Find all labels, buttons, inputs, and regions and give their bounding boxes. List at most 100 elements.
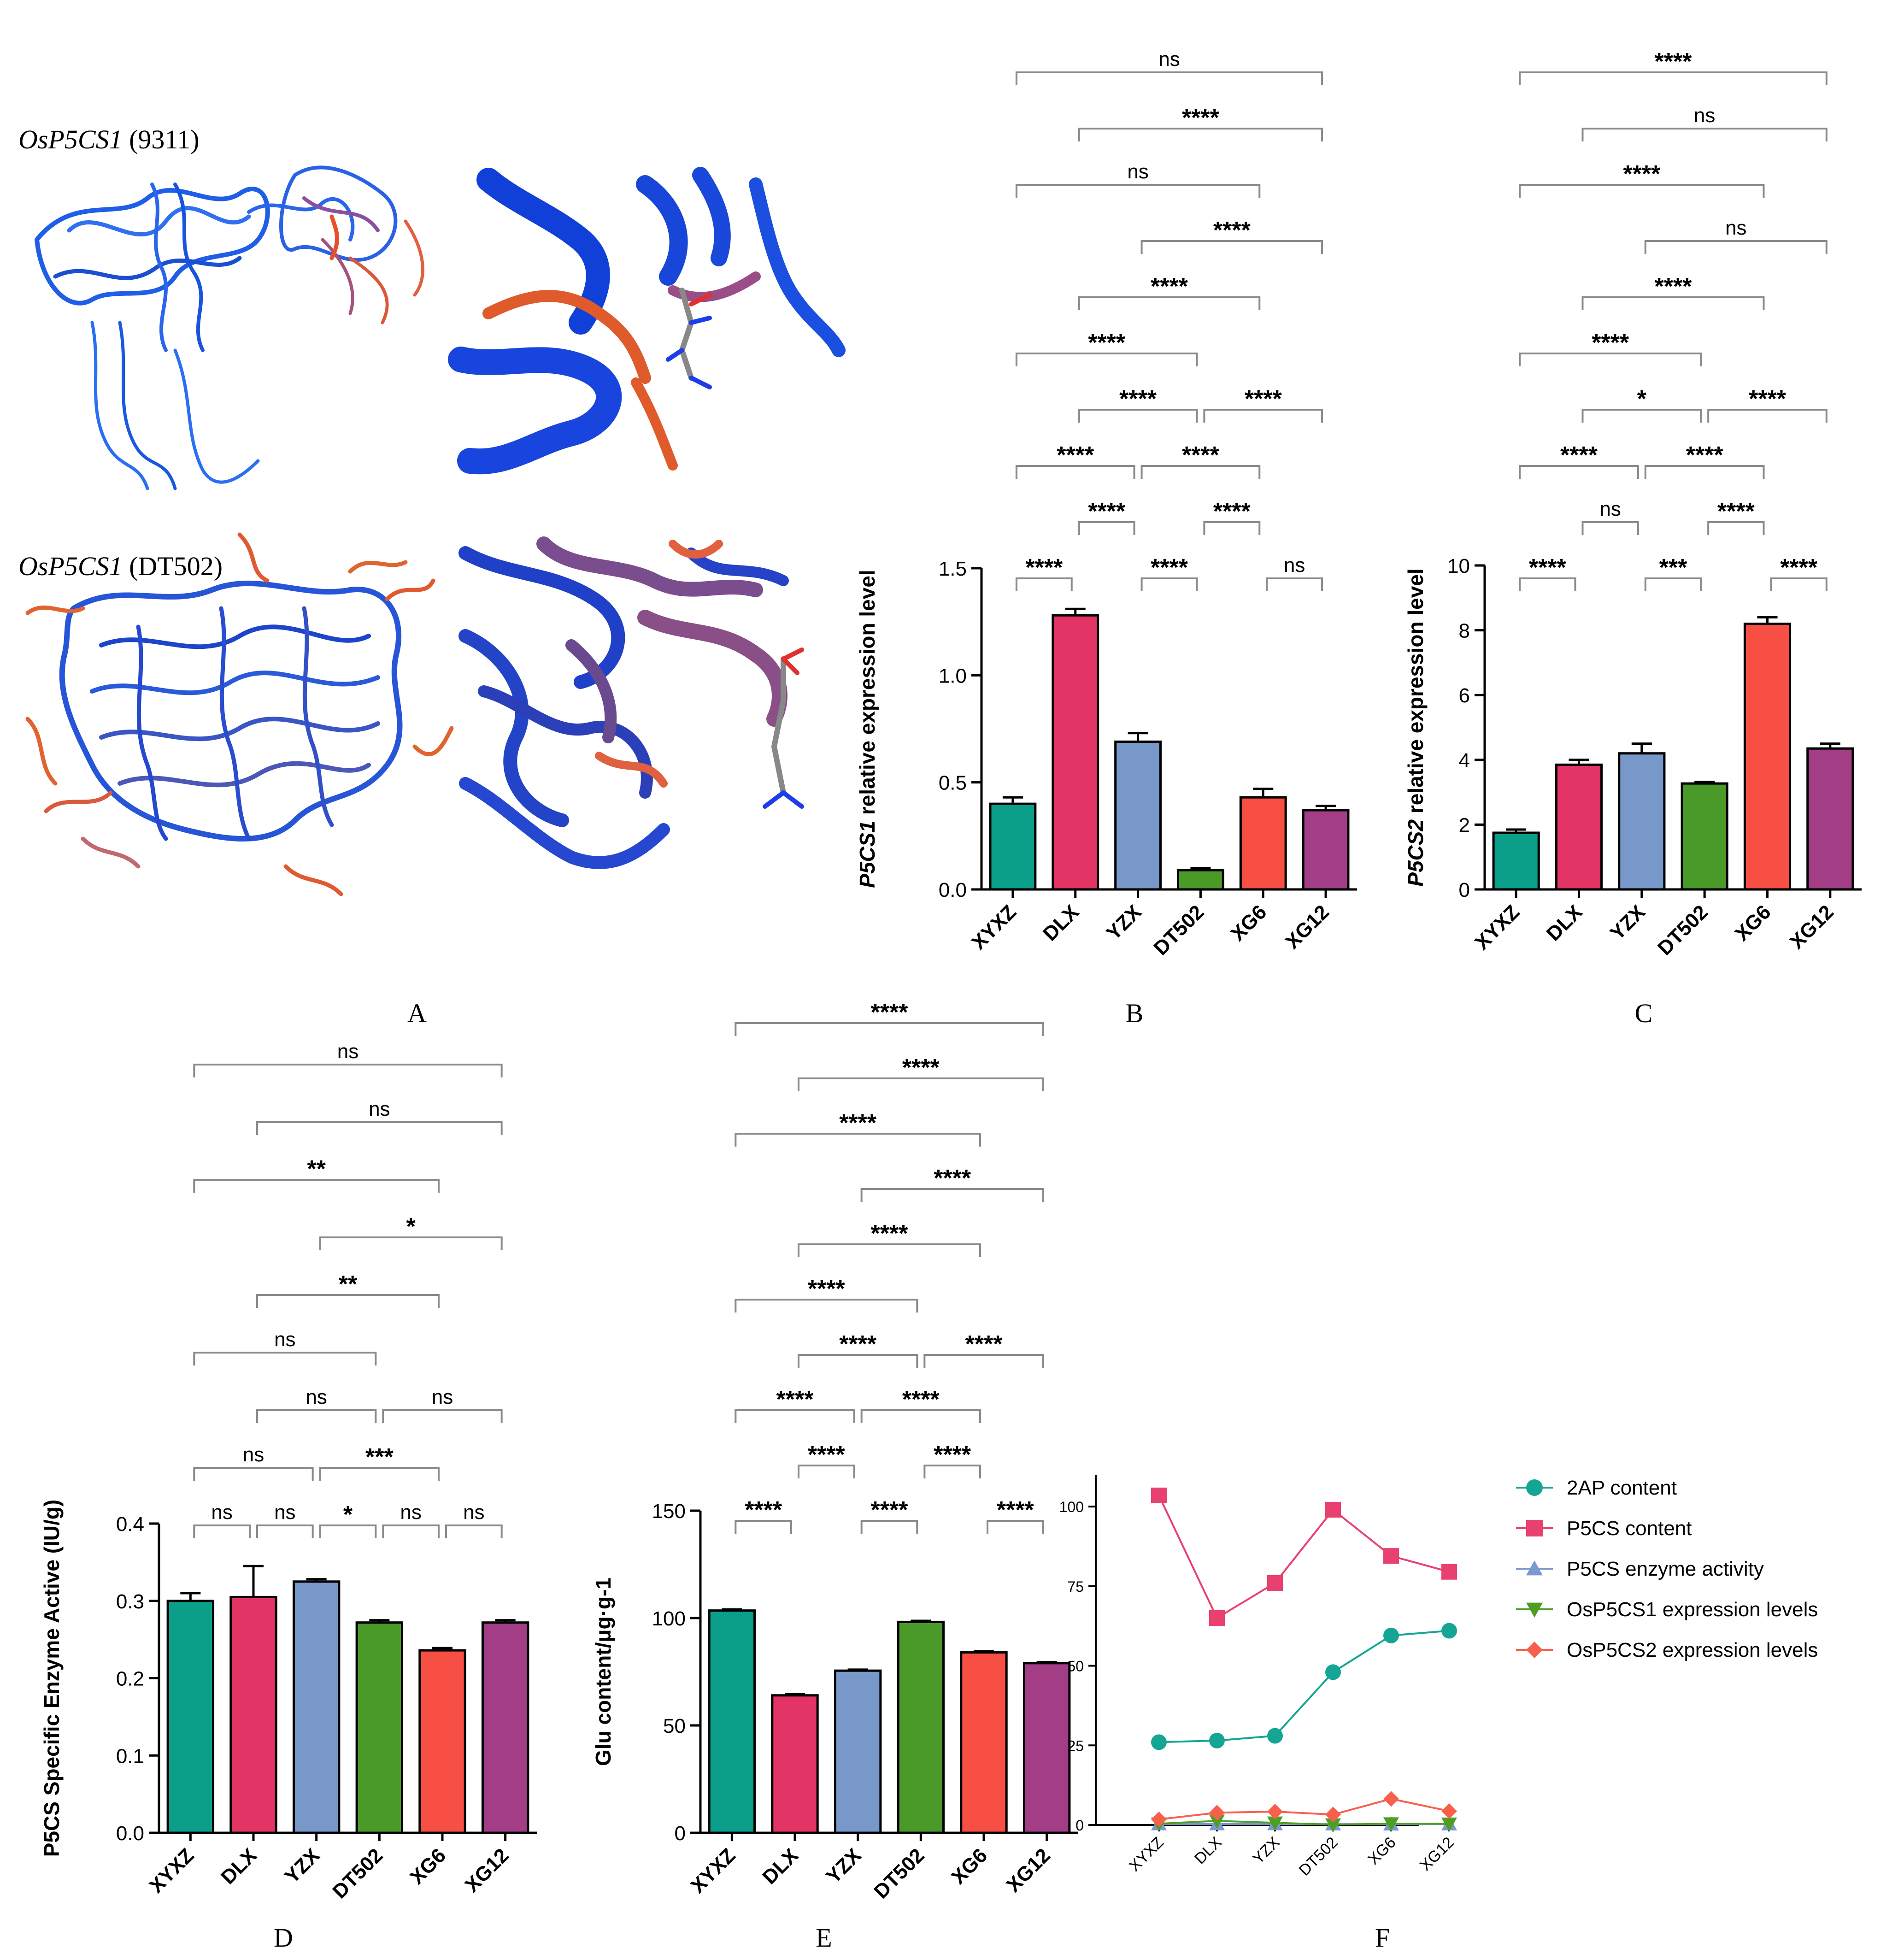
significance-label: **** — [1025, 554, 1063, 581]
panel-e-glu-content-chart: 0 50 100 150 Glu content/μg·g-1 XYXZ DLX YZX DT5… — [591, 999, 1078, 1903]
significance-bracket — [1581, 128, 1828, 141]
marker-triangle-down — [1526, 1602, 1543, 1618]
y-tick-label: 0 — [1459, 879, 1470, 901]
significance-label: ns — [400, 1501, 421, 1524]
significance-label: **** — [1119, 386, 1157, 412]
significance-label: **** — [745, 1497, 782, 1524]
x-tick-label: XG6 — [1365, 1834, 1399, 1868]
significance-label: ns — [337, 1040, 358, 1063]
significance-bracket — [319, 1467, 440, 1481]
x-tick-label: DT502 — [1653, 901, 1712, 959]
significance-label: **** — [871, 1220, 909, 1247]
bar-xyxz — [989, 802, 1037, 891]
marker-square — [1526, 1520, 1543, 1536]
significance-label: **** — [1151, 273, 1188, 300]
y-tick-label: 0 — [1075, 1817, 1084, 1834]
significance-label: **** — [871, 1497, 909, 1524]
marker-diamond — [1325, 1807, 1341, 1823]
y-tick-label: 150 — [652, 1500, 686, 1523]
x-tick-label: DLX — [1191, 1834, 1225, 1868]
y-axis-label-text: relative expression level — [1404, 568, 1428, 819]
significance-bracket — [193, 1524, 251, 1538]
series-4 — [1151, 1791, 1457, 1827]
x-tick-label: XYXZ — [1126, 1834, 1167, 1875]
panel-f-summary-line-chart: 0 25 50 75 100 XYXZ DLX YZX DT502 XG6 XG12 2AP cont… — [1059, 1475, 1818, 1879]
marker-triangle-down — [1325, 1818, 1341, 1833]
y-tick-label: 50 — [1067, 1658, 1084, 1675]
significance-bracket — [735, 1520, 792, 1534]
y-tick-label: 0.3 — [116, 1590, 144, 1613]
series-line — [1158, 1820, 1450, 1826]
significance-bracket — [860, 1409, 981, 1423]
x-tick-label: XG6 — [405, 1844, 450, 1889]
y-tick-label: 1.5 — [939, 558, 967, 580]
significance-bracket — [319, 1236, 503, 1250]
significance-label: ns — [1725, 217, 1746, 239]
significance-label: ns — [1599, 498, 1621, 520]
significance-label: **** — [1655, 48, 1692, 75]
panel-letter-a: A — [407, 998, 427, 1028]
panel-c-p5cs2-expression-chart: 0 2 4 6 8 10 P5CS2 relative expression level XY… — [1404, 48, 1862, 959]
structure-dt502-zoom — [458, 530, 829, 876]
marker-circle — [1526, 1479, 1543, 1496]
panel-letter-f: F — [1375, 1923, 1390, 1953]
significance-bracket — [193, 1467, 314, 1481]
legend-item: 2AP content — [1516, 1477, 1677, 1499]
significance-bracket — [1519, 465, 1639, 479]
x-tick-label: XYXZ — [686, 1844, 740, 1897]
x-tick-label: DT502 — [870, 1844, 928, 1903]
x-tick-label: YZX — [1102, 901, 1146, 944]
marker-circle — [1325, 1664, 1341, 1680]
structure-9311-zoom — [448, 167, 846, 475]
legend-item: OsP5CS1 expression levels — [1516, 1598, 1818, 1621]
structure-9311-overview — [35, 165, 424, 490]
significance-bracket — [735, 1299, 918, 1313]
bar-dt502 — [355, 1621, 404, 1834]
significance-label: * — [343, 1501, 353, 1528]
marker-circle — [1383, 1627, 1399, 1643]
y-axis-label: Glu content/μg·g-1 — [591, 1577, 615, 1766]
legend-label: P5CS content — [1567, 1517, 1692, 1540]
bar-xg12 — [1806, 747, 1854, 891]
marker-diamond — [1151, 1811, 1167, 1827]
significance-label: **** — [902, 1386, 940, 1413]
panel-letter-e: E — [816, 1923, 832, 1953]
panel-d-enzyme-activity-chart: 0.0 0.1 0.2 0.3 0.4 P5CS Specific Enzyme Acti… — [40, 1040, 537, 1903]
significance-label: **** — [1717, 498, 1755, 525]
significance-label: ns — [1284, 554, 1305, 577]
significance-label: **** — [1529, 554, 1567, 581]
significance-label: **** — [965, 1331, 1003, 1358]
significance-label: * — [1637, 386, 1647, 412]
significance-label: **** — [1182, 105, 1220, 131]
marker-diamond — [1441, 1803, 1457, 1819]
y-tick-label: 6 — [1459, 684, 1470, 707]
marker-circle — [1441, 1623, 1457, 1639]
significance-label: **** — [839, 1331, 877, 1358]
significance-label: ns — [369, 1098, 390, 1120]
significance-bracket — [1266, 577, 1323, 591]
y-axis-label-gene: P5CS2 — [1404, 819, 1428, 887]
bar-yzx — [1618, 752, 1666, 891]
marker-triangle-up — [1526, 1560, 1543, 1576]
significance-bracket — [987, 1520, 1044, 1534]
significance-label: **** — [997, 1497, 1034, 1524]
x-tick-label: XG6 — [1731, 901, 1775, 945]
significance-label: **** — [776, 1386, 814, 1413]
significance-label: **** — [839, 1110, 877, 1136]
significance-bracket — [193, 1352, 377, 1366]
significance-label: **** — [808, 1276, 846, 1302]
significance-label: **** — [1088, 330, 1126, 356]
significance-bracket — [860, 1188, 1044, 1202]
x-tick-label: DLX — [1542, 901, 1587, 945]
significance-label: ns — [432, 1386, 453, 1408]
significance-bracket — [798, 1243, 981, 1257]
significance-bracket — [1519, 184, 1765, 198]
x-tick-label: DT502 — [1296, 1834, 1341, 1879]
significance-label: ns — [211, 1501, 232, 1524]
series-line — [1158, 1495, 1450, 1619]
significance-bracket — [1707, 409, 1828, 423]
significance-label: **** — [1213, 498, 1251, 525]
x-tick-label: YZX — [1249, 1834, 1283, 1868]
significance-label: **** — [1151, 554, 1188, 581]
bar-dlx — [1555, 763, 1603, 891]
